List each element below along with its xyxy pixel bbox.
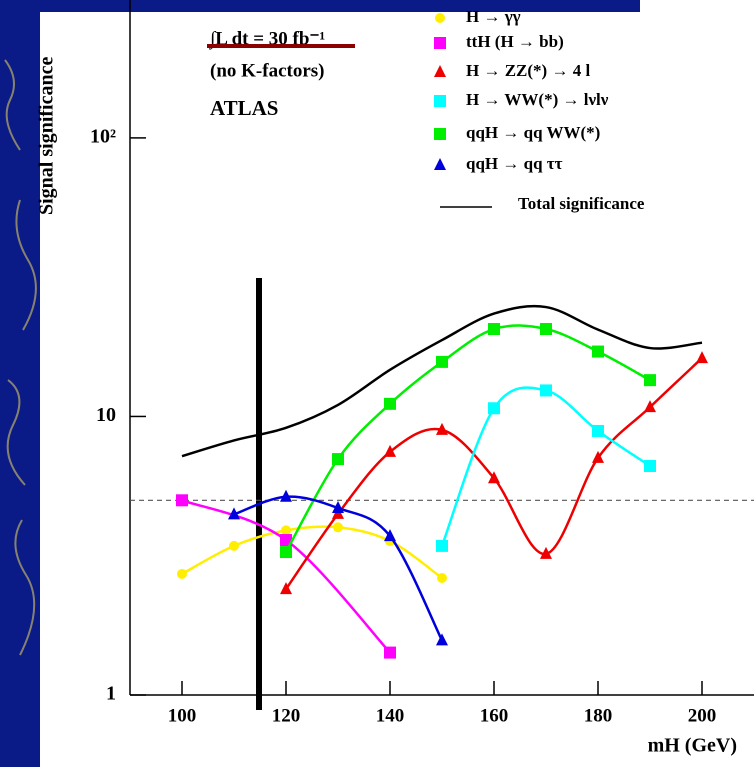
marker bbox=[436, 633, 448, 646]
marker bbox=[332, 501, 344, 514]
marker bbox=[280, 546, 292, 559]
marker bbox=[436, 422, 448, 435]
x-tick-label: 120 bbox=[272, 705, 301, 726]
x-axis-title: mH (GeV) bbox=[648, 735, 737, 757]
marker bbox=[228, 507, 240, 520]
marker bbox=[488, 471, 500, 484]
marker bbox=[644, 459, 656, 472]
marker bbox=[644, 374, 656, 387]
panel-top bbox=[640, 0, 754, 12]
marker bbox=[229, 540, 239, 551]
legend-marker bbox=[434, 37, 446, 49]
legend-label: Total significance bbox=[518, 194, 645, 213]
marker bbox=[176, 494, 188, 507]
marker bbox=[696, 351, 708, 364]
series-line bbox=[181, 304, 703, 458]
annotation: ATLAS bbox=[210, 96, 278, 120]
legend-label: qqH → qq WW(*) bbox=[466, 123, 600, 142]
y-tick-label: 10 bbox=[96, 404, 116, 426]
legend-label: ttH (H → bb) bbox=[466, 32, 564, 51]
marker bbox=[592, 450, 604, 463]
marker bbox=[177, 568, 187, 579]
marker bbox=[592, 424, 604, 437]
marker bbox=[436, 355, 448, 368]
legend-label: H → WW(*) → lνlν bbox=[466, 90, 609, 109]
marker bbox=[488, 402, 500, 415]
series-line bbox=[440, 386, 651, 547]
marker bbox=[592, 345, 604, 358]
marker bbox=[280, 582, 292, 595]
legend-marker bbox=[435, 13, 445, 23]
legend-label: H → γγ bbox=[466, 7, 521, 26]
marker bbox=[437, 573, 447, 584]
x-tick-label: 100 bbox=[168, 705, 197, 726]
panel bbox=[40, 12, 754, 767]
marker bbox=[280, 534, 292, 547]
legend-label: qqH → qq ττ bbox=[466, 154, 563, 173]
annotation: (no K-factors) bbox=[210, 60, 325, 81]
marker bbox=[332, 453, 344, 466]
marker bbox=[384, 444, 396, 457]
marker bbox=[540, 323, 552, 336]
marker bbox=[540, 384, 552, 397]
marker bbox=[384, 397, 396, 410]
y-tick-label: 1 bbox=[106, 683, 116, 705]
legend-marker bbox=[434, 158, 446, 170]
marker bbox=[540, 546, 552, 559]
marker bbox=[384, 529, 396, 542]
x-tick-label: 140 bbox=[376, 705, 405, 726]
marker bbox=[384, 646, 396, 659]
plot-area bbox=[130, 304, 754, 659]
x-tick-label: 200 bbox=[688, 705, 717, 726]
marker bbox=[333, 522, 343, 533]
x-tick-label: 180 bbox=[584, 705, 613, 726]
marker bbox=[488, 323, 500, 336]
marker bbox=[280, 489, 292, 502]
legend-marker bbox=[434, 65, 446, 77]
y-tick-label: 10² bbox=[90, 125, 116, 147]
marker bbox=[281, 525, 291, 536]
marker bbox=[644, 400, 656, 413]
y-axis-title: Signal significance bbox=[36, 57, 58, 215]
marker bbox=[436, 539, 448, 552]
x-tick-label: 160 bbox=[480, 705, 509, 726]
legend-label: H → ZZ(*) → 4 l bbox=[466, 61, 590, 80]
legend-marker bbox=[434, 128, 446, 140]
decor bbox=[4, 59, 37, 656]
legend-marker bbox=[434, 95, 446, 107]
